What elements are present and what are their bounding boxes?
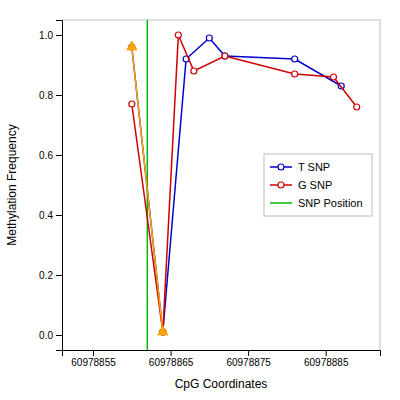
tick-mark	[171, 350, 172, 356]
tick: 60978855	[71, 350, 116, 368]
series-line	[132, 38, 341, 332]
tick-label: 60978885	[304, 357, 349, 368]
tick: 0.2	[39, 270, 62, 281]
point	[292, 56, 298, 62]
point	[158, 326, 168, 335]
tick-label: 60978855	[71, 357, 116, 368]
legend-label: G SNP	[298, 179, 332, 191]
series-line	[132, 35, 357, 332]
tick-label: 60978865	[149, 357, 194, 368]
tick-mark	[56, 335, 62, 336]
legend: T SNP G SNP SNP Position	[264, 154, 372, 216]
tick: 0.8	[39, 90, 62, 101]
point	[206, 35, 212, 41]
legend-item: T SNP	[270, 161, 330, 173]
point	[129, 101, 135, 107]
legend-marker	[278, 164, 284, 170]
tick: 0.0	[39, 330, 62, 341]
legend-marker	[278, 182, 284, 188]
tick-mark	[56, 35, 62, 36]
tick: 60978875	[226, 350, 271, 368]
frame	[62, 20, 380, 21]
legend-box	[264, 154, 372, 216]
point	[222, 53, 228, 59]
legend-swatch	[270, 202, 292, 204]
plot: 609788556097886560978875609788850.00.20.…	[39, 20, 380, 368]
legend-item: SNP Position	[270, 197, 363, 209]
legend-item: G SNP	[270, 179, 332, 191]
tick-label: 0.4	[39, 210, 53, 221]
tick-mark	[56, 95, 62, 96]
tick-mark	[248, 350, 249, 356]
y-axis-title: Methylation Frequency	[5, 124, 19, 245]
tick-label: 0.6	[39, 150, 53, 161]
point	[330, 74, 336, 80]
tick: 0.6	[39, 150, 62, 161]
tick-label: 0.2	[39, 270, 53, 281]
point	[175, 32, 181, 38]
chart: 609788556097886560978875609788850.00.20.…	[0, 0, 400, 400]
legend-label: T SNP	[298, 161, 330, 173]
tick-mark	[56, 155, 62, 156]
point	[191, 68, 197, 74]
tick-mark	[56, 215, 62, 216]
legend-label: SNP Position	[298, 197, 363, 209]
point	[354, 104, 360, 110]
x-axis: 60978855 60978865 60978875 60978885	[63, 350, 381, 368]
marks	[127, 20, 360, 350]
axis-line	[56, 21, 63, 351]
tick-mark	[93, 350, 94, 356]
tick: 60978865	[149, 350, 194, 368]
series-line	[132, 47, 163, 332]
tick-mark	[326, 350, 327, 356]
tick-mark	[56, 275, 62, 276]
tick-label: 1.0	[39, 30, 53, 41]
tick: 1.0	[39, 30, 62, 41]
tick-label: 0.0	[39, 330, 53, 341]
point	[222, 53, 228, 59]
x-axis-title: CpG Coordinates	[175, 377, 268, 391]
point	[127, 41, 137, 50]
tick: 0.4	[39, 210, 62, 221]
point	[292, 71, 298, 77]
tick-label: 60978875	[226, 357, 271, 368]
y-axis: 0.0 0.2 0.4 0.6 0.8 1.0	[39, 21, 62, 351]
tick: 60978885	[304, 350, 349, 368]
tick-label: 0.8	[39, 90, 53, 101]
axis-line	[63, 351, 381, 357]
frame	[380, 20, 381, 350]
